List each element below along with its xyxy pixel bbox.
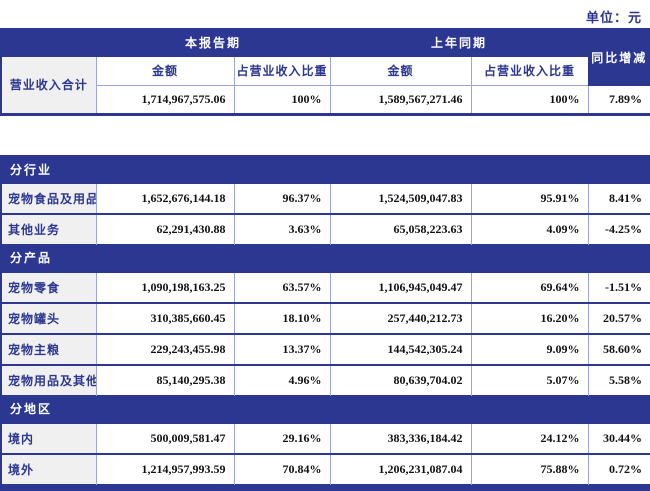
current-share: 4.96% [233, 363, 331, 396]
row-label: 其他业务 [0, 212, 97, 245]
row-label: 宠物食品及用品 [0, 181, 97, 214]
current-amount: 1,090,198,163.25 [95, 270, 235, 303]
yoy-value: 58.60% [587, 332, 650, 365]
row-label: 宠物主粮 [0, 332, 97, 365]
section-header-industry: 分行业 [0, 155, 650, 183]
row-label: 境内 [0, 421, 97, 454]
current-amount: 229,243,455.98 [95, 332, 235, 365]
summary-table: 本报告期 上年同期 同比增减 营业收入合计 金额 占营业收入比重 金额 占营业收… [0, 28, 650, 116]
yoy-value: 30.44% [587, 421, 650, 454]
current-share: 13.37% [233, 332, 331, 365]
row-label: 宠物罐头 [0, 301, 97, 334]
current-amount: 310,385,660.45 [95, 301, 235, 334]
header-prior-period: 上年同期 [329, 28, 589, 57]
section-title-clipped [0, 484, 650, 491]
prior-amount: 80,639,704.02 [329, 363, 472, 396]
section-title: 分产品 [0, 244, 650, 272]
subheader-amount-prior: 金额 [329, 55, 472, 86]
prior-amount: 144,542,305.24 [329, 332, 472, 365]
header-yoy-change: 同比增减 [587, 28, 650, 86]
total-current-amount: 1,714,967,575.06 [95, 84, 235, 115]
breakdown-table: 分行业 宠物食品及用品 1,652,676,144.18 96.37% 1,52… [0, 154, 650, 491]
table-row: 宠物主粮 229,243,455.98 13.37% 144,542,305.2… [0, 332, 650, 365]
prior-share: 75.88% [470, 452, 589, 485]
prior-share: 24.12% [470, 421, 589, 454]
current-amount: 62,291,430.88 [95, 212, 235, 245]
table-row: 其他业务 62,291,430.88 3.63% 65,058,223.63 4… [0, 212, 650, 245]
current-share: 96.37% [233, 181, 331, 214]
prior-amount: 383,336,184.42 [329, 421, 472, 454]
section-title: 分行业 [0, 155, 650, 183]
summary-header-row: 本报告期 上年同期 同比增减 [0, 28, 650, 86]
current-amount: 1,214,957,993.59 [95, 452, 235, 485]
table-spacer [0, 116, 650, 155]
table-row: 境内 500,009,581.47 29.16% 383,336,184.42 … [0, 421, 650, 454]
prior-share: 5.07% [470, 363, 589, 396]
header-spacer-cell [0, 28, 97, 57]
table-row: 宠物零食 1,090,198,163.25 63.57% 1,106,945,0… [0, 270, 650, 303]
prior-amount: 257,440,212.73 [329, 301, 472, 334]
prior-share: 69.64% [470, 270, 589, 303]
yoy-value: 5.58% [587, 363, 650, 396]
prior-share: 16.20% [470, 301, 589, 334]
current-amount: 1,652,676,144.18 [95, 181, 235, 214]
subheader-amount-current: 金额 [95, 55, 235, 86]
section-title: 分地区 [0, 395, 650, 423]
total-yoy: 7.89% [587, 84, 650, 115]
table-row: 宠物罐头 310,385,660.45 18.10% 257,440,212.7… [0, 301, 650, 334]
total-revenue-label: 营业收入合计 [0, 55, 97, 115]
section-header-region: 分地区 [0, 395, 650, 423]
prior-share: 95.91% [470, 181, 589, 214]
total-prior-share: 100% [470, 84, 589, 115]
summary-value-row: 1,714,967,575.06 100% 1,589,567,271.46 1… [1, 84, 650, 115]
table-row: 境外 1,214,957,993.59 70.84% 1,206,231,087… [0, 452, 650, 485]
current-amount: 85,140,295.38 [95, 363, 235, 396]
current-share: 3.63% [233, 212, 331, 245]
summary-subheader-row: 营业收入合计 金额 占营业收入比重 金额 占营业收入比重 [0, 55, 650, 115]
row-label: 境外 [0, 452, 97, 485]
yoy-value: 20.57% [587, 301, 650, 334]
row-label: 宠物用品及其他 [0, 363, 97, 396]
prior-amount: 1,106,945,049.47 [329, 270, 472, 303]
header-current-period: 本报告期 [95, 28, 331, 57]
table-row: 宠物用品及其他 85,140,295.38 4.96% 80,639,704.0… [0, 363, 650, 396]
yoy-value: -4.25% [587, 212, 650, 245]
current-share: 29.16% [233, 421, 331, 454]
prior-share: 9.09% [470, 332, 589, 365]
prior-amount: 65,058,223.63 [329, 212, 472, 245]
current-share: 70.84% [233, 452, 331, 485]
current-share: 18.10% [233, 301, 331, 334]
current-share: 63.57% [233, 270, 331, 303]
subheader-share-prior: 占营业收入比重 [470, 55, 589, 86]
table-row: 宠物食品及用品 1,652,676,144.18 96.37% 1,524,50… [0, 181, 650, 214]
prior-amount: 1,524,509,047.83 [329, 181, 472, 214]
total-prior-amount: 1,589,567,271.46 [329, 84, 472, 115]
yoy-value: -1.51% [587, 270, 650, 303]
prior-share: 4.09% [470, 212, 589, 245]
prior-amount: 1,206,231,087.04 [329, 452, 472, 485]
total-current-share: 100% [233, 84, 331, 115]
yoy-value: 0.72% [587, 452, 650, 485]
section-header-product: 分产品 [0, 244, 650, 272]
unit-label: 单位：元 [585, 10, 642, 25]
yoy-value: 8.41% [587, 181, 650, 214]
section-header-partial [0, 484, 650, 491]
row-label: 宠物零食 [0, 270, 97, 303]
subheader-share-current: 占营业收入比重 [233, 55, 331, 86]
current-amount: 500,009,581.47 [95, 421, 235, 454]
